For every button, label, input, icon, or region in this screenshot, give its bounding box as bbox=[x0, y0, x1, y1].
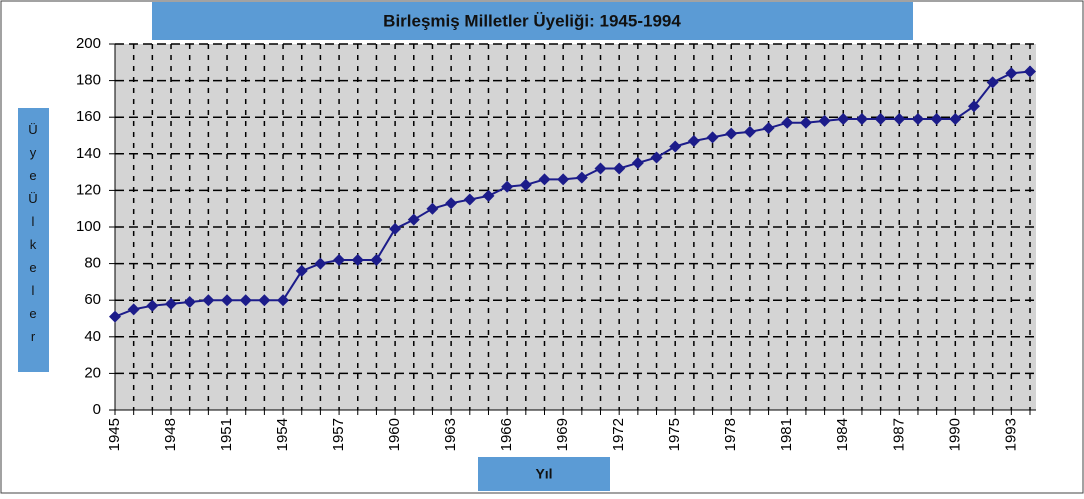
x-tick-label: 1978 bbox=[722, 418, 739, 451]
x-tick-label: 1981 bbox=[778, 418, 795, 451]
marker bbox=[818, 114, 831, 127]
marker bbox=[482, 189, 495, 202]
marker bbox=[575, 171, 588, 184]
marker bbox=[370, 253, 383, 266]
marker bbox=[1005, 67, 1018, 80]
marker bbox=[781, 116, 794, 129]
x-tick-label: 1987 bbox=[890, 418, 907, 451]
marker bbox=[855, 113, 868, 126]
marker bbox=[314, 257, 327, 270]
y-axis-label: ÜyeÜlkeler bbox=[26, 122, 41, 352]
y-label-box bbox=[18, 108, 49, 372]
marker bbox=[146, 299, 159, 312]
marker bbox=[183, 296, 196, 309]
marker bbox=[239, 294, 252, 307]
marker bbox=[613, 162, 626, 175]
x-tick-label: 1975 bbox=[666, 418, 683, 451]
y-tick-label: 120 bbox=[76, 181, 101, 198]
marker bbox=[127, 303, 140, 316]
x-axis-label: Yıl bbox=[535, 466, 552, 482]
marker bbox=[669, 140, 682, 153]
y-tick-label: 180 bbox=[76, 72, 101, 89]
marker bbox=[389, 222, 402, 235]
x-tick-label: 1984 bbox=[834, 418, 851, 451]
chart-title: Birleşmiş Milletler Üyeliği: 1945-1994 bbox=[383, 11, 681, 30]
y-tick-label: 100 bbox=[76, 218, 101, 235]
x-tick-label: 1972 bbox=[610, 418, 627, 451]
marker bbox=[277, 294, 290, 307]
marker bbox=[799, 116, 812, 129]
x-tick-label: 1993 bbox=[1002, 418, 1019, 451]
title-box bbox=[152, 2, 913, 40]
marker bbox=[874, 113, 887, 126]
x-tick-label: 1951 bbox=[218, 418, 235, 451]
y-tick-label: 140 bbox=[76, 145, 101, 162]
marker bbox=[631, 156, 644, 169]
y-tick-label: 80 bbox=[84, 255, 101, 272]
marker bbox=[837, 113, 850, 126]
marker bbox=[743, 125, 756, 138]
x-tick-label: 1954 bbox=[274, 418, 291, 451]
marker bbox=[911, 113, 924, 126]
marker bbox=[109, 310, 121, 323]
marker bbox=[986, 76, 999, 89]
y-tick-label: 60 bbox=[84, 291, 101, 308]
marker bbox=[221, 294, 234, 307]
plot-area bbox=[115, 44, 1036, 410]
marker bbox=[165, 297, 178, 310]
x-tick-label: 1990 bbox=[946, 418, 963, 451]
marker bbox=[501, 180, 514, 193]
marker bbox=[725, 127, 738, 140]
marker bbox=[333, 253, 346, 266]
marker bbox=[426, 202, 439, 215]
marker bbox=[594, 162, 607, 175]
marker bbox=[967, 100, 980, 113]
marker bbox=[202, 294, 215, 307]
marker bbox=[762, 122, 775, 135]
marker bbox=[557, 173, 570, 186]
marker bbox=[538, 173, 551, 186]
x-label-box bbox=[478, 457, 610, 491]
x-tick-label: 1957 bbox=[330, 418, 347, 451]
marker bbox=[351, 253, 364, 266]
marker bbox=[949, 113, 962, 126]
x-tick-label: 1945 bbox=[106, 418, 123, 451]
marker bbox=[706, 131, 719, 144]
marker bbox=[295, 264, 308, 277]
marker bbox=[519, 178, 532, 191]
x-tick-label: 1960 bbox=[386, 418, 403, 451]
marker bbox=[687, 134, 700, 147]
marker bbox=[258, 294, 271, 307]
marker bbox=[930, 113, 943, 126]
y-tick-label: 20 bbox=[84, 364, 101, 381]
y-tick-label: 40 bbox=[84, 328, 101, 345]
x-tick-label: 1963 bbox=[442, 418, 459, 451]
marker bbox=[650, 151, 663, 164]
y-tick-label: 200 bbox=[76, 35, 101, 52]
y-tick-label: 0 bbox=[93, 401, 101, 418]
marker bbox=[445, 197, 458, 210]
marker bbox=[893, 113, 906, 126]
marker bbox=[463, 193, 476, 206]
x-tick-label: 1966 bbox=[498, 418, 515, 451]
marker bbox=[407, 213, 420, 226]
x-tick-label: 1969 bbox=[554, 418, 571, 451]
y-tick-label: 160 bbox=[76, 108, 101, 125]
x-tick-label: 1948 bbox=[162, 418, 179, 451]
marker bbox=[1024, 65, 1036, 78]
